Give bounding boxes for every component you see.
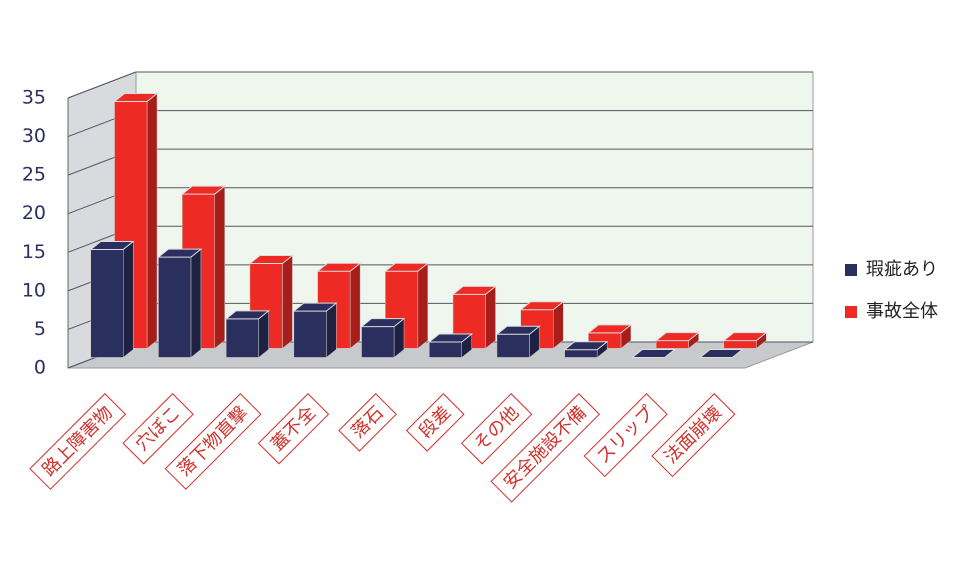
bar [496,334,530,358]
category-label-group: 段差 [405,393,465,452]
bar-top [722,332,768,342]
y-tick-label: 15 [22,241,46,263]
category-label-box [257,393,330,465]
y-tick-label: 10 [22,279,46,301]
bar-top [451,285,497,295]
bar [564,349,598,358]
category-label-box [29,393,127,490]
bar-side [349,262,361,349]
grid-line [67,71,137,99]
bar-top [383,262,430,272]
bar-top [519,301,565,311]
y-tick-label: 0 [34,357,46,379]
bar-top [630,348,677,358]
category-label-box [490,393,601,503]
bar [655,340,689,349]
bar-top [89,240,135,250]
y-tick-label: 25 [22,164,46,186]
bar-top [113,92,159,102]
category-label-box [651,393,736,478]
bar-top [495,325,541,335]
bar-side [214,185,225,349]
bar [158,256,192,358]
bar-side [417,262,429,349]
x-tick-label: スリップ [593,402,659,468]
category-label-group: 路上障害物 [29,393,127,490]
y-tick-label: 35 [22,87,46,109]
bar-side [282,254,293,349]
x-tick-label: 法面崩壊 [660,402,726,468]
bar-side [122,240,134,358]
bar-top [316,262,362,272]
x-tick-label: 路上障害物 [38,402,116,480]
category-label-box [583,393,668,478]
category-label-box [164,393,262,490]
bar-top [292,302,338,312]
legend-swatch [845,264,857,276]
category-label-box [338,393,397,452]
bar-top [360,318,406,328]
bar-side [326,302,337,358]
category-label-box [460,393,533,465]
legend-label: 瑕疵あり [866,259,938,280]
bar-top [698,348,744,358]
category-label-group: 法面崩壊 [651,393,736,478]
y-tick-label: 30 [22,125,46,147]
bar-side [485,285,496,349]
bar [361,326,395,358]
bar-top [563,341,609,351]
bar-top [180,185,227,195]
bar-top [427,333,474,343]
y-tick-label: 5 [34,318,46,340]
bar-top [587,324,633,334]
bar [90,249,124,358]
bar-top [157,248,203,258]
bar [428,341,462,358]
category-label-group: 落石 [338,393,397,452]
category-label-box [405,393,465,452]
bar-top [654,332,701,342]
bar [293,310,327,358]
bar-top [224,310,271,320]
bar-side [190,248,202,358]
bar [723,340,757,349]
legend-label: 事故全体 [866,301,938,322]
bar [225,318,259,358]
y-tick-label: 20 [22,202,46,224]
bar-side [146,92,158,349]
category-label-group: 蓋不全 [257,393,330,465]
bar-top [248,254,294,264]
legend-swatch [845,306,857,318]
category-label-group: スリップ [583,393,668,478]
category-label-box [122,393,194,465]
